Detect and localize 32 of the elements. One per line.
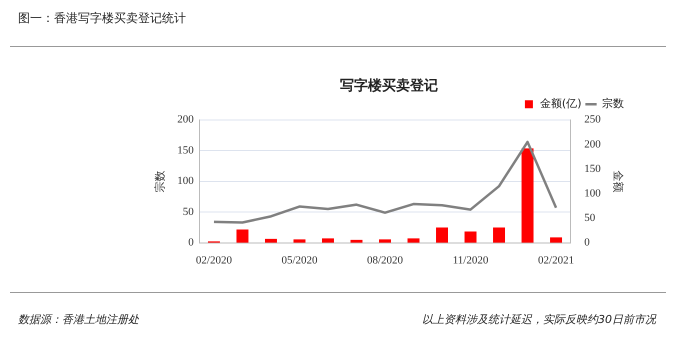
y-tick-label: 200: [177, 114, 194, 126]
y-tick-label: 100: [177, 175, 194, 188]
y-axis-title: 宗数: [153, 170, 166, 192]
legend-label: 宗数: [602, 97, 624, 110]
chart-subtitle: 写字楼买卖登记: [340, 77, 438, 94]
x-tick-label: 02/2021: [538, 254, 574, 266]
bar: [550, 237, 562, 243]
x-tick-label: 11/2020: [452, 254, 489, 266]
bar: [236, 230, 248, 243]
y2-tick-label: 200: [584, 138, 602, 150]
text: 以上资料涉及统计延迟，实际反映约30日前市况: [422, 312, 656, 327]
legend-label: 金额(亿): [540, 97, 582, 110]
text: 数据源：香港土地注册处: [18, 312, 139, 327]
bar: [522, 148, 534, 243]
y2-tick-label: 0: [584, 236, 590, 249]
bar: [322, 238, 334, 243]
y2-axis-title: 金额: [612, 170, 625, 192]
bar: [436, 228, 448, 243]
y-tick-label: 0: [188, 236, 194, 249]
bar: [408, 238, 420, 243]
bar: [464, 231, 477, 243]
x-tick-label: 08/2020: [366, 254, 404, 266]
text: 图一：香港写字楼买卖登记统计: [18, 10, 186, 27]
y2-tick-label: 150: [584, 162, 602, 175]
y2-tick-label: 50: [584, 212, 596, 224]
x-tick-label: 05/2020: [281, 254, 318, 266]
x-tick-label: 02/2020: [196, 254, 232, 266]
y-tick-label: 150: [177, 144, 194, 156]
y2-tick-label: 100: [584, 187, 602, 200]
y2-tick-label: 250: [584, 114, 602, 126]
bar: [493, 228, 506, 243]
y-tick-label: 50: [182, 206, 194, 218]
